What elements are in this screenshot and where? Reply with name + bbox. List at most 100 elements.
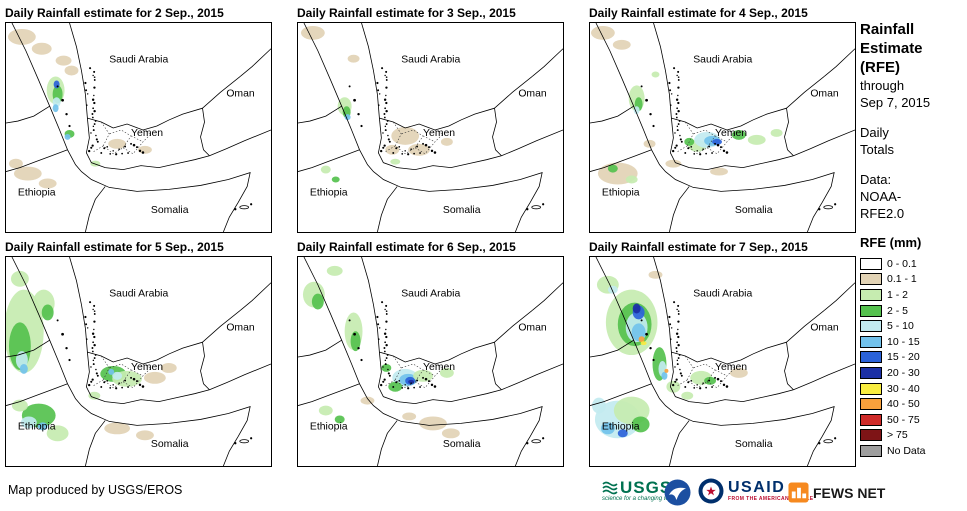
rain-patches <box>7 28 152 189</box>
legend-swatch <box>860 273 882 286</box>
map-panel-sep5: Daily Rainfall estimate for 5 Sep., 2015… <box>5 238 272 467</box>
legend-label: 1 - 2 <box>887 288 909 301</box>
country-label: Somalia <box>735 205 773 216</box>
legend-label: 40 - 50 <box>887 398 920 411</box>
country-label: Saudi Arabia <box>401 289 460 300</box>
legend-item: 15 - 20 <box>860 350 966 366</box>
sidebar-through: through <box>860 78 905 93</box>
admin-boundaries <box>93 355 152 389</box>
legend-item: 50 - 75 <box>860 412 966 428</box>
coastlines-and-borders <box>298 23 563 232</box>
islands <box>56 319 253 445</box>
fewsnet-wordmark: FEWS NET <box>813 484 886 501</box>
terrain-speckles <box>668 301 729 390</box>
fewsnet-row: FEWS NET <box>788 482 885 503</box>
country-label: Yemen <box>715 128 747 139</box>
legend-swatch <box>860 351 882 364</box>
usgs-logo: USGS science for a changing world <box>602 478 678 502</box>
map-credit: Map produced by USGS/EROS <box>8 483 183 497</box>
sidebar-title-line: Estimate <box>860 40 923 57</box>
admin-boundaries <box>677 355 736 389</box>
country-labels: Saudi Arabia Oman Yemen Ethiopia Somalia <box>310 289 547 451</box>
sidebar-totals: Totals <box>860 142 894 157</box>
country-label: Somalia <box>443 205 481 216</box>
islands <box>56 85 253 211</box>
country-label: Ethiopia <box>310 187 348 198</box>
rainfall-map: Saudi Arabia Oman Yemen Ethiopia Somalia <box>590 23 855 232</box>
rain-patches <box>6 270 177 442</box>
admin-boundaries <box>385 121 444 155</box>
legend-swatch <box>860 366 882 379</box>
legend-label: 30 - 40 <box>887 382 920 395</box>
legend-item: 0.1 - 1 <box>860 272 966 288</box>
rainfall-map: Saudi Arabia Oman Yemen Ethiopia Somalia <box>6 23 271 232</box>
rainfall-map: Saudi Arabia Oman Yemen Ethiopia Somalia <box>298 23 563 232</box>
country-label: Ethiopia <box>310 421 348 432</box>
islands <box>640 85 837 211</box>
legend-swatch <box>860 398 882 411</box>
country-label: Yemen <box>423 362 455 373</box>
sidebar-data-label: Data: <box>860 172 892 187</box>
rainfall-map: Saudi Arabia Oman Yemen Ethiopia Somalia <box>590 257 855 466</box>
panel-title: Daily Rainfall estimate for 2 Sep., 2015 <box>5 6 224 20</box>
map-frame: Saudi Arabia Oman Yemen Ethiopia Somalia <box>297 256 564 467</box>
fewsnet-logo: FEWS NET <box>788 482 885 503</box>
terrain-speckles <box>668 67 729 156</box>
sidebar-date: Sep 7, 2015 <box>860 95 931 110</box>
country-label: Yemen <box>131 362 163 373</box>
country-label: Saudi Arabia <box>109 55 168 66</box>
terrain-speckles <box>84 301 145 390</box>
legend-swatch <box>860 257 882 270</box>
country-label: Oman <box>226 322 255 333</box>
coastlines-and-borders <box>298 257 563 466</box>
country-label: Yemen <box>131 128 163 139</box>
legend-swatch <box>860 304 882 317</box>
islands <box>348 85 545 211</box>
legend-swatch <box>860 413 882 426</box>
country-label: Somalia <box>151 439 189 450</box>
country-labels: Saudi Arabia Oman Yemen Ethiopia Somalia <box>602 55 839 217</box>
country-label: Oman <box>518 322 547 333</box>
panel-title: Daily Rainfall estimate for 6 Sep., 2015 <box>297 240 516 254</box>
country-label: Somalia <box>443 439 481 450</box>
country-label: Oman <box>226 88 255 99</box>
legend-swatch <box>860 288 882 301</box>
legend-item: 40 - 50 <box>860 396 966 412</box>
legend-item: > 75 <box>860 428 966 444</box>
legend-item: 2 - 5 <box>860 303 966 319</box>
map-panel-sep7: Daily Rainfall estimate for 7 Sep., 2015… <box>589 238 856 467</box>
admin-boundaries <box>677 121 736 155</box>
legend-title: RFE (mm) <box>860 235 922 250</box>
sidebar-source-line: NOAA- <box>860 189 902 204</box>
legend-item: 20 - 30 <box>860 365 966 381</box>
sidebar: Rainfall Estimate (RFE) through Sep 7, 2… <box>860 20 966 459</box>
legend-swatch <box>860 382 882 395</box>
country-label: Somalia <box>735 439 773 450</box>
legend-label: > 75 <box>887 429 908 442</box>
country-label: Saudi Arabia <box>693 55 752 66</box>
usaid-row: USAID FROM THE AMERICAN PEOPLE <box>698 478 814 504</box>
terrain-speckles <box>376 67 437 156</box>
legend-label: 5 - 10 <box>887 320 914 333</box>
legend: 0 - 0.1 0.1 - 1 1 - 2 2 - 5 5 - 10 10 - 15 15 … <box>860 256 966 459</box>
islands <box>640 319 837 445</box>
country-label: Ethiopia <box>18 421 56 432</box>
legend-swatch <box>860 335 882 348</box>
country-label: Saudi Arabia <box>109 289 168 300</box>
admin-boundaries <box>93 121 152 155</box>
usgs-row: USGS <box>602 478 678 498</box>
legend-item: No Data <box>860 443 966 459</box>
usgs-wordmark: USGS <box>620 478 673 497</box>
rain-patches <box>590 25 783 185</box>
noaa-logo <box>664 479 691 511</box>
usaid-tagline: FROM THE AMERICAN PEOPLE <box>728 496 814 502</box>
usaid-text-block: USAID FROM THE AMERICAN PEOPLE <box>728 480 814 503</box>
legend-item: 5 - 10 <box>860 318 966 334</box>
panel-title: Daily Rainfall estimate for 7 Sep., 2015 <box>589 240 808 254</box>
country-label: Saudi Arabia <box>401 55 460 66</box>
legend-label: 0 - 0.1 <box>887 257 917 270</box>
legend-label: 20 - 30 <box>887 366 920 379</box>
map-panel-sep3: Daily Rainfall estimate for 3 Sep., 2015… <box>297 4 564 233</box>
admin-boundaries <box>385 355 444 389</box>
rainfall-map: Saudi Arabia Oman Yemen Ethiopia Somalia <box>6 257 271 466</box>
